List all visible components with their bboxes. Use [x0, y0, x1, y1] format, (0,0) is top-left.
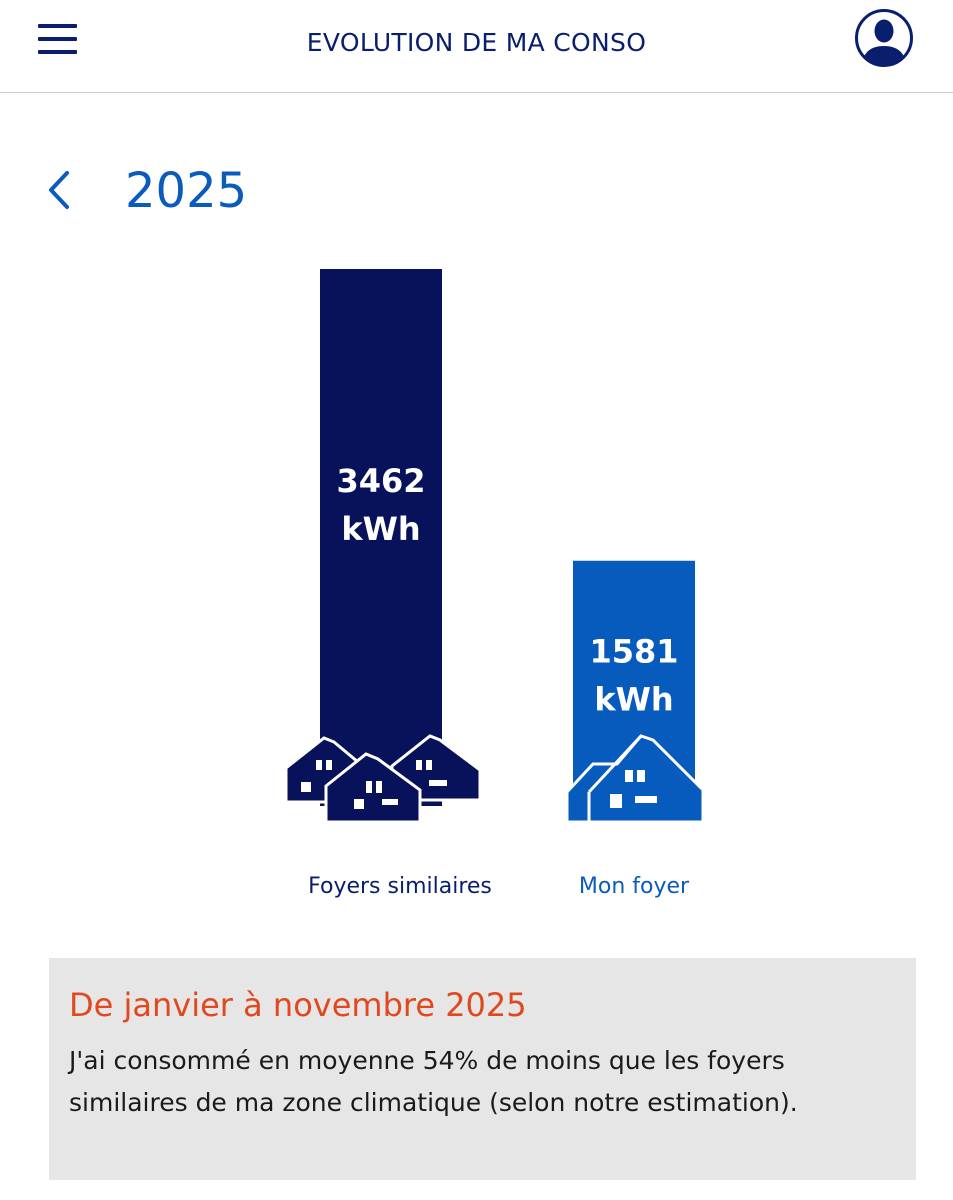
app-header: EVOLUTION DE MA CONSO	[0, 0, 953, 93]
house-icon	[565, 734, 705, 824]
previous-year-button[interactable]	[40, 165, 80, 215]
bar-value-label: 1581	[589, 633, 678, 671]
page-title: EVOLUTION DE MA CONSO	[306, 28, 647, 57]
chevron-left-icon	[49, 171, 69, 209]
year-label: 2025	[125, 163, 248, 219]
bar-unit-label: kWh	[594, 681, 673, 719]
bar-foyers-similaires	[320, 269, 442, 806]
consumption-bar-chart: 3462 kWh 1581 kWh	[284, 269, 705, 899]
summary-text: J'ai consommé en moyenne 54% de moins qu…	[69, 1046, 798, 1117]
houses-group-icon	[284, 734, 482, 824]
bar-value-label: 3462	[336, 462, 425, 500]
summary-period-title: De janvier à novembre 2025	[69, 986, 527, 1024]
bar-unit-label: kWh	[341, 510, 420, 548]
user-profile-icon[interactable]	[853, 7, 915, 69]
category-label-foyers-similaires: Foyers similaires	[308, 874, 492, 899]
category-label-mon-foyer: Mon foyer	[579, 874, 690, 899]
hamburger-menu-icon[interactable]	[38, 22, 78, 56]
consumption-summary-card: De janvier à novembre 2025 J'ai consommé…	[49, 958, 916, 1180]
